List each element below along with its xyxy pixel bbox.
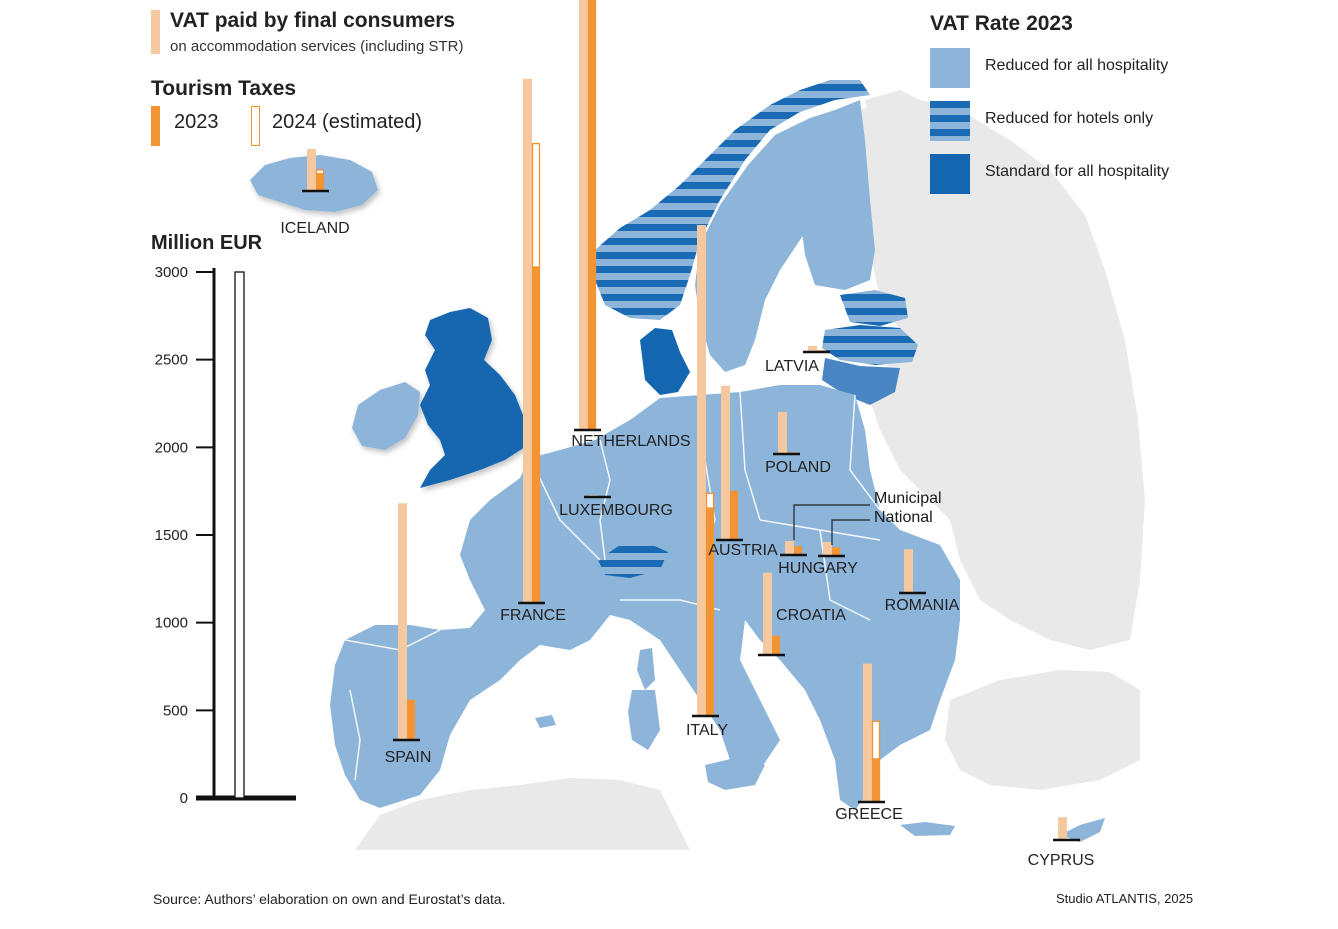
- vat-bar: [721, 385, 730, 540]
- country-label: FRANCE: [500, 607, 566, 624]
- vat-bar: [398, 503, 407, 740]
- uk-shape: [420, 308, 528, 488]
- y-tick-label: 2000: [155, 439, 188, 456]
- municipal-label: Municipal: [874, 490, 942, 507]
- national-label: National: [874, 509, 933, 526]
- vat-bar: [778, 411, 787, 454]
- y-tick-label: 1500: [155, 527, 188, 544]
- country-label: CYPRUS: [1027, 852, 1095, 869]
- y-tick-label: 500: [163, 702, 188, 719]
- hungary-leader-lines: [793, 504, 870, 545]
- country-label: POLAND: [765, 459, 831, 476]
- non-eu-kola: [865, 90, 950, 170]
- vat-legend-subtitle: on accommodation services (including STR…: [170, 38, 464, 55]
- tourism-2023-bar: [316, 173, 324, 191]
- country-label: LATVIA: [765, 358, 819, 375]
- tourism-legend-title: Tourism Taxes: [151, 77, 297, 100]
- country-bars: [302, 0, 1080, 842]
- tourism-2023-bar: [588, 0, 596, 431]
- rate-swatch-hotels: [930, 101, 970, 141]
- lithuania-shape: [822, 358, 900, 405]
- tourism-2023-swatch: [151, 106, 160, 146]
- vat-legend-title: VAT paid by final consumers: [170, 9, 456, 32]
- country-label: HUNGARY: [778, 560, 858, 577]
- source-note: Source: Authors’ elaboration on own and …: [153, 891, 506, 907]
- vat-bar: [523, 78, 532, 603]
- crete-shape: [900, 822, 955, 836]
- finland-shape: [800, 100, 875, 290]
- country-label: ROMANIA: [884, 597, 960, 614]
- vat-bar: [785, 540, 794, 555]
- non-eu-turkey: [945, 670, 1140, 790]
- vat-bar: [307, 149, 316, 191]
- norway-shape: [595, 80, 870, 320]
- country-label: GREECE: [835, 806, 903, 823]
- axis-reference-bar: [234, 271, 245, 799]
- tourism-2023-bar: [532, 266, 540, 603]
- credit-note: Studio ATLANTIS, 2025: [1056, 891, 1194, 906]
- tourism-2023-bar: [730, 490, 738, 540]
- tourism-2023-bar: [772, 635, 780, 655]
- vat-bar: [763, 572, 772, 655]
- vat-bar: [823, 541, 832, 556]
- vat-bar: [579, 0, 588, 430]
- vat-bar: [808, 345, 817, 352]
- rate-label-standard: Standard for all hospitality: [985, 163, 1170, 180]
- y-tick-label: 3000: [155, 264, 188, 281]
- country-label: LUXEMBOURG: [559, 502, 673, 519]
- vat-bar: [863, 663, 872, 802]
- vat-bar: [904, 549, 913, 593]
- axis-title: Million EUR: [151, 232, 263, 254]
- country-label: AUSTRIA: [708, 542, 778, 559]
- country-label: CROATIA: [776, 607, 846, 624]
- tourism-2023-bar: [706, 507, 714, 716]
- y-tick-label: 1000: [155, 615, 188, 632]
- rate-swatch-reduced: [930, 48, 970, 88]
- tourism-2023-bar: [794, 546, 802, 555]
- tourism-2024-label: 2024 (estimated): [272, 111, 423, 133]
- country-label: SPAIN: [384, 749, 432, 766]
- cyprus-shape: [1060, 818, 1105, 842]
- tourism-2023-bar: [407, 699, 415, 740]
- country-label: ITALY: [685, 722, 729, 739]
- rate-label-reduced: Reduced for all hospitality: [985, 57, 1169, 74]
- rate-swatch-standard: [930, 154, 970, 194]
- ireland-shape: [352, 382, 420, 450]
- non-eu-north-africa: [355, 778, 690, 850]
- balearic-shape: [535, 715, 556, 728]
- continental-eu: [330, 385, 960, 810]
- tourism-2023-label: 2023: [174, 111, 219, 133]
- rate-label-hotels: Reduced for hotels only: [985, 110, 1154, 127]
- vat-bar: [697, 225, 706, 717]
- estonia-shape: [840, 290, 908, 326]
- switzerland-shape: [598, 543, 668, 578]
- non-eu-east: [860, 95, 1145, 650]
- sardinia-shape: [628, 690, 660, 750]
- tourism-2024-swatch: [251, 106, 260, 146]
- country-label: NETHERLANDS: [571, 433, 691, 450]
- latvia-shape: [822, 325, 918, 365]
- tourism-2023-bar: [872, 758, 880, 802]
- sicily-shape: [705, 758, 765, 790]
- tourism-2023-bar: [832, 547, 840, 556]
- y-axis: 0 500 1000 1500 2000 2500 3000: [155, 264, 296, 807]
- corsica-shape: [637, 648, 655, 690]
- vat-legend-swatch: [151, 10, 160, 54]
- y-tick-label: 0: [180, 790, 188, 807]
- rate-legend-title: VAT Rate 2023: [930, 12, 1073, 35]
- country-label: ICELAND: [280, 220, 350, 237]
- vat-bar: [1058, 817, 1067, 840]
- y-tick-label: 2500: [155, 352, 188, 369]
- sweden-shape: [695, 110, 840, 372]
- denmark-shape: [640, 328, 690, 395]
